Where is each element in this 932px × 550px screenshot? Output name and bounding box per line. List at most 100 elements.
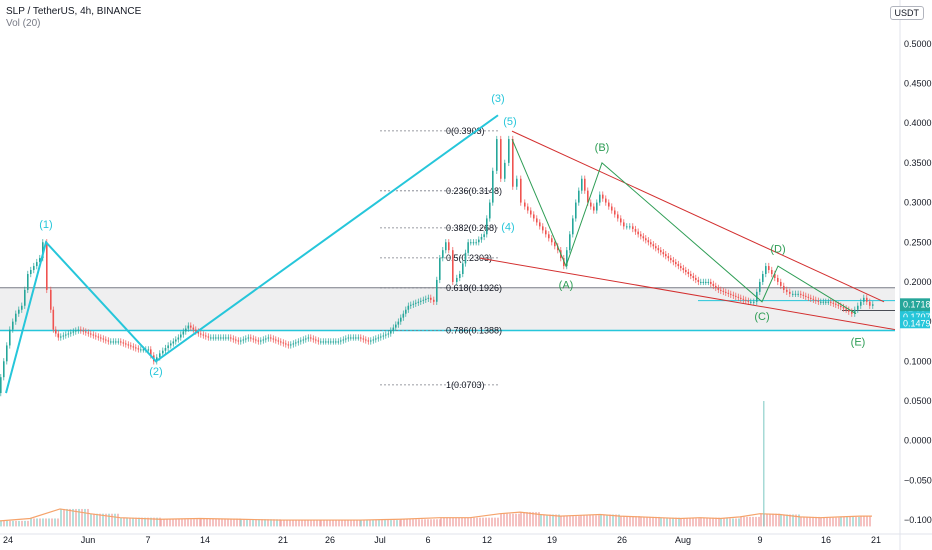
candle-body <box>97 336 100 338</box>
currency-unit-badge[interactable]: USDT <box>889 6 924 20</box>
candle-body <box>245 338 247 340</box>
candle-body <box>747 300 750 302</box>
candle-body <box>516 178 518 187</box>
price-axis[interactable]: 0.5000 0.4500 0.4000 0.3500 0.3000 0.2500 0.20… <box>899 0 932 550</box>
candle-body <box>459 274 461 278</box>
candle-body <box>857 305 859 310</box>
x-tick-label: 12 <box>482 535 492 545</box>
candle-body <box>611 206 613 211</box>
volume-bar <box>387 520 389 527</box>
volume-bar <box>686 518 688 527</box>
volume-bar <box>749 516 751 527</box>
candle-body <box>112 341 115 343</box>
candle-body <box>483 234 485 237</box>
candle-body <box>130 345 132 347</box>
candle-body <box>105 339 107 341</box>
volume-bar <box>209 518 211 527</box>
volume-bar <box>473 517 475 527</box>
candle-body <box>277 340 280 342</box>
volume-bar <box>646 516 648 527</box>
volume-bar <box>720 518 722 527</box>
corrective-wave-label: (A) <box>559 279 574 291</box>
price-label: 0.1479 <box>903 318 931 328</box>
volume-bar <box>111 513 113 527</box>
candle-body <box>3 361 5 378</box>
candle-body <box>807 296 810 298</box>
volume-bar <box>488 517 490 527</box>
candle-body <box>783 285 785 290</box>
volume-bar <box>738 518 740 527</box>
volume-bar <box>108 513 110 527</box>
volume-bar <box>672 517 674 527</box>
candle-body <box>657 248 660 251</box>
candle-body <box>557 246 559 251</box>
candle-body <box>697 279 700 282</box>
candle-body <box>572 218 574 235</box>
candle-body <box>230 337 232 339</box>
candle-body <box>672 260 675 263</box>
volume-bar <box>283 520 285 527</box>
candle-body <box>315 339 317 341</box>
volume-bar <box>390 520 392 527</box>
time-axis[interactable]: 24 Jun 7 14 21 26 Jul 6 12 19 26 Aug 9 16 21 <box>0 533 932 545</box>
volume-bar <box>69 508 71 527</box>
candle-body <box>632 226 634 230</box>
candle-body <box>107 340 110 342</box>
volume-bar <box>652 516 654 527</box>
price-label-bg <box>900 298 930 310</box>
trend-line <box>511 130 885 303</box>
candle-body <box>192 327 195 330</box>
volume-bar <box>236 518 238 527</box>
candle-body <box>335 341 337 343</box>
volume-bar <box>424 519 426 527</box>
x-tick-label: 24 <box>3 535 13 545</box>
candle-body <box>433 299 435 302</box>
volume-bar <box>506 513 508 527</box>
candle-body <box>705 281 707 283</box>
volume-bar <box>783 514 785 527</box>
volume-bar <box>769 513 771 527</box>
volume-bar <box>144 517 146 527</box>
candle-body <box>765 266 767 274</box>
volume-bar <box>526 512 528 527</box>
candle-body <box>802 294 805 296</box>
volume-bar <box>298 520 300 527</box>
x-tick-label: 6 <box>425 535 430 545</box>
price-label: 0.1718 <box>903 299 931 309</box>
volume-bar <box>36 518 38 527</box>
candle-body <box>387 333 390 335</box>
symbol-title: SLP / TetherUS, 4h, BINANCE <box>6 6 142 17</box>
volume-bar <box>200 518 202 527</box>
candle-body <box>62 335 65 337</box>
wave-labels: (1) (2) (3) (5) (4) (A) (B) (C) (D) (E) <box>39 93 865 378</box>
volume-bar <box>320 520 322 527</box>
y-tick-label: −0.1000 <box>904 515 932 525</box>
candle-body <box>140 349 142 351</box>
candle-body <box>345 338 347 340</box>
volume-bar <box>313 520 315 527</box>
candle-body <box>710 281 712 284</box>
price-label: 0.1707 <box>903 312 931 322</box>
volume-bar <box>93 513 95 527</box>
candle-body <box>448 242 450 251</box>
candle-body <box>80 329 82 331</box>
volume-bar <box>640 516 642 527</box>
candle-body <box>832 302 835 304</box>
candle-body <box>596 202 598 211</box>
candle-body <box>780 281 782 286</box>
volume-bar <box>626 516 628 527</box>
candle-body <box>430 297 432 300</box>
volume-bar <box>752 516 754 527</box>
candle-body <box>835 303 837 305</box>
candle-body <box>265 338 267 340</box>
volume-bar <box>589 515 591 527</box>
volume-bar <box>746 516 748 527</box>
candle-body <box>735 295 737 297</box>
volume-bar <box>400 519 402 527</box>
volume-bar <box>638 516 640 527</box>
volume-bar <box>518 513 520 527</box>
volume-bar <box>843 516 845 527</box>
candle-body <box>472 242 475 244</box>
volume-bar <box>678 517 680 527</box>
